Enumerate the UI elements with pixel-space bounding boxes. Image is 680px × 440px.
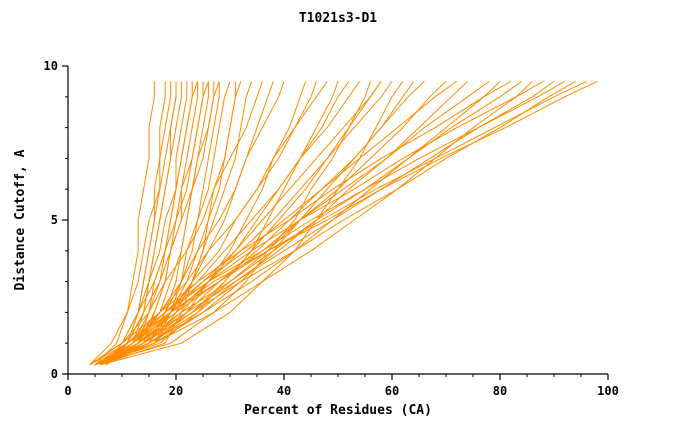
curve (100, 81, 393, 366)
curve (89, 81, 209, 366)
curve (105, 80, 566, 366)
axes-layer: 0 20 40 60 80 100 0 5 10 (44, 59, 619, 398)
curve (94, 81, 155, 366)
curve (89, 81, 177, 366)
x-tick-label: 80 (493, 384, 507, 398)
curve (94, 81, 317, 366)
curve (100, 81, 328, 366)
chart-title: T1021s3-D1 (299, 11, 377, 26)
y-tick-label: 10 (44, 59, 58, 73)
curves-layer (89, 80, 598, 366)
curve (94, 81, 382, 366)
x-tick-label: 20 (169, 384, 183, 398)
curve (94, 81, 285, 366)
y-tick-label: 5 (51, 213, 58, 227)
curve (89, 81, 263, 366)
curve (105, 80, 512, 366)
curve (94, 81, 371, 366)
curve (89, 81, 220, 366)
curve (94, 81, 350, 366)
curve (105, 80, 576, 366)
x-axis-label: Percent of Residues (CA) (244, 403, 432, 418)
curve (105, 80, 598, 366)
x-tick-label: 60 (385, 384, 399, 398)
curve (105, 80, 522, 366)
curve (94, 81, 382, 366)
x-tick-label: 40 (277, 384, 291, 398)
curve (100, 81, 447, 366)
curve (100, 81, 533, 366)
curve (105, 80, 555, 366)
x-tick-label: 0 (64, 384, 71, 398)
curve (100, 81, 361, 366)
y-axis-label: Distance Cutoff, A (13, 149, 28, 290)
y-tick-label: 0 (51, 367, 58, 381)
curve (100, 81, 172, 366)
x-tick-label: 100 (597, 384, 619, 398)
